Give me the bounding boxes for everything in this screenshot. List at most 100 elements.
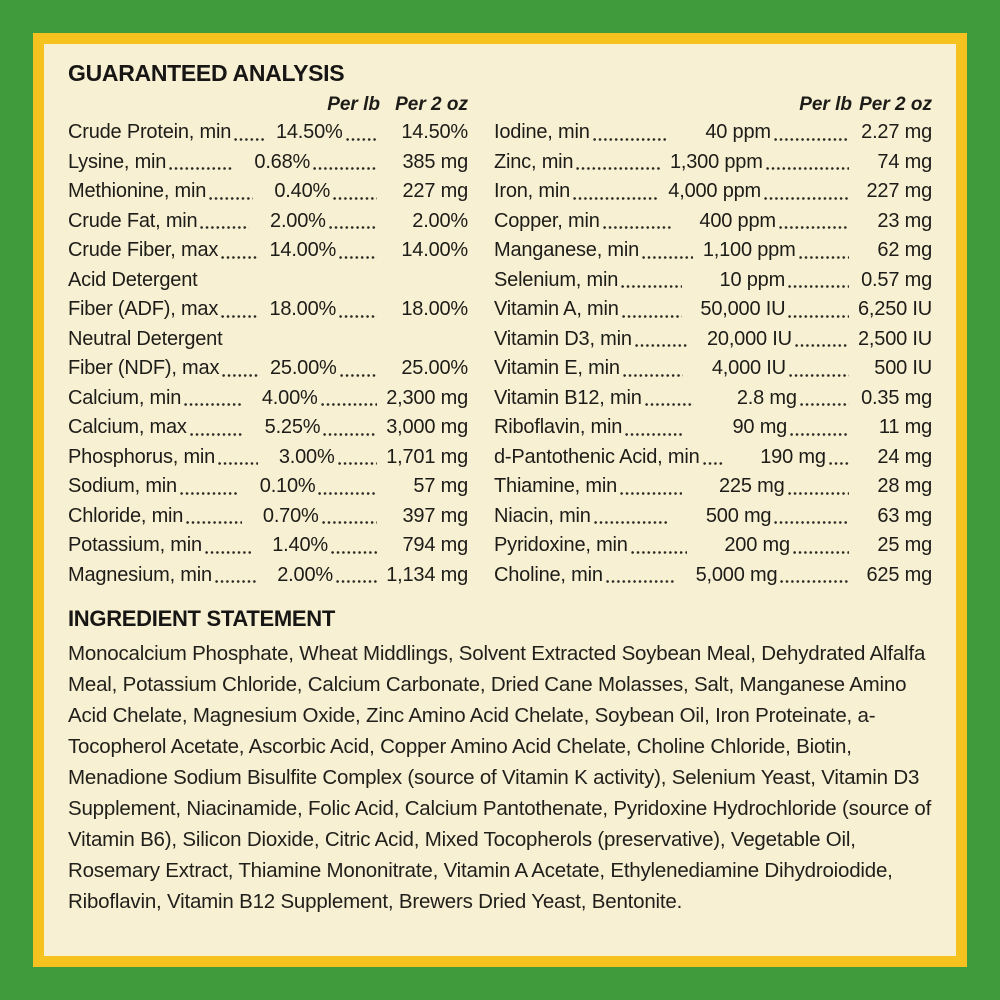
per-lb-value: 25.00% xyxy=(269,357,337,379)
dot-leader xyxy=(209,196,254,200)
dot-leader xyxy=(788,314,850,318)
per-lb-value: 1.40% xyxy=(272,534,328,556)
analysis-row: Vitamin E, min 4,000 IU 500 IU xyxy=(494,354,932,384)
per-lb-value: 2.00% xyxy=(270,209,326,232)
nutrient-name: Acid Detergent xyxy=(68,268,198,291)
dot-leader xyxy=(620,491,682,495)
per-lb-value: 0.68% xyxy=(254,150,311,173)
analysis-row: d-Pantothenic Acid, min 190 mg 24 mg xyxy=(494,443,932,473)
dot-leader xyxy=(345,137,378,141)
dot-leader xyxy=(204,550,251,554)
nutrient-name: Magnesium, min xyxy=(68,563,212,586)
dot-leader xyxy=(200,226,249,229)
per-2oz-value: 385 mg xyxy=(402,150,468,173)
per-lb-header: Per lb xyxy=(799,94,852,115)
nutrient-name: Niacin, min xyxy=(494,504,591,527)
per-2oz-value: 3,000 mg xyxy=(386,416,469,438)
nutrient-name: Manganese, min xyxy=(494,239,640,261)
dot-leader xyxy=(630,550,687,554)
nutrient-name: Copper, min xyxy=(494,209,600,232)
dot-leader xyxy=(790,432,850,436)
analysis-row: Calcium, min 4.00% 2,300 mg xyxy=(68,384,468,414)
analysis-row: Iron, min 4,000 ppm 227 mg xyxy=(494,177,932,207)
per-2oz-value: 1,701 mg xyxy=(386,445,468,468)
nutrient-name: Choline, min xyxy=(494,563,603,586)
per-lb-value: 4,000 ppm xyxy=(668,180,762,202)
analysis-row: Vitamin D3, min 20,000 IU 2,500 IU xyxy=(494,325,932,355)
per-2oz-value: 6,250 IU xyxy=(858,298,933,320)
per-2oz-value: 25 mg xyxy=(877,534,933,556)
analysis-row: Crude Fat, min 2.00% 2.00% xyxy=(68,207,468,237)
dot-leader xyxy=(634,344,689,347)
nutrient-name: Lysine, min xyxy=(68,150,167,173)
dot-leader xyxy=(788,373,850,377)
per-2oz-value: 500 IU xyxy=(874,357,933,379)
dot-leader xyxy=(214,580,256,583)
nutrient-name: Crude Fat, min xyxy=(68,209,198,232)
dot-leader xyxy=(794,344,850,347)
per-2oz-value: 2,300 mg xyxy=(386,386,468,409)
dot-leader xyxy=(221,255,260,259)
dot-leader xyxy=(593,521,669,524)
dot-leader xyxy=(321,521,378,524)
per-lb-value: 5,000 mg xyxy=(695,563,778,586)
dot-leader xyxy=(622,373,683,377)
per-2oz-value: 2,500 IU xyxy=(858,327,933,350)
per-2oz-value: 74 mg xyxy=(877,150,933,173)
nutrient-name: Fiber (NDF), max xyxy=(68,357,220,379)
guaranteed-analysis-tables: Per lb Per 2 oz Crude Protein, min 14.50%… xyxy=(68,91,932,590)
per-lb-value: 10 ppm xyxy=(719,268,786,291)
dot-leader xyxy=(625,432,685,436)
dot-leader xyxy=(773,137,850,141)
per-lb-value: 90 mg xyxy=(732,416,788,438)
nutrient-name: Vitamin A, min xyxy=(494,298,619,320)
per-lb-value: 5.25% xyxy=(264,416,321,438)
dot-leader xyxy=(330,550,378,554)
dot-leader xyxy=(328,226,377,229)
dot-leader xyxy=(333,196,377,200)
dot-leader xyxy=(337,462,377,465)
nutrient-name: Vitamin E, min xyxy=(494,357,620,379)
nutrient-name: Pyridoxine, min xyxy=(494,534,628,556)
analysis-row: Iodine, min 40 ppm 2.27 mg xyxy=(494,118,932,148)
per-lb-value: 500 mg xyxy=(705,504,772,527)
dot-leader xyxy=(621,314,683,318)
per-2oz-value: 227 mg xyxy=(402,180,468,202)
per-2oz-header: Per 2 oz xyxy=(395,94,468,115)
dot-leader xyxy=(222,373,260,377)
per-2oz-value: 62 mg xyxy=(877,239,932,261)
dot-leader xyxy=(335,580,378,583)
analysis-row: Niacin, min 500 mg 63 mg xyxy=(494,502,932,532)
dot-leader xyxy=(642,255,693,259)
ingredient-statement-title: INGREDIENT STATEMENT xyxy=(68,606,335,631)
analysis-row: Pyridoxine, min 200 mg 25 mg xyxy=(494,531,932,561)
analysis-row: Lysine, min 0.68% 385 mg xyxy=(68,148,468,178)
nutrient-name: Riboflavin, min xyxy=(494,416,623,438)
per-lb-value: 20,000 IU xyxy=(706,327,792,350)
nutrient-name: Iron, min xyxy=(494,180,571,202)
per-2oz-value: 794 mg xyxy=(402,534,469,556)
nutrient-name: Neutral Detergent xyxy=(68,327,223,350)
per-2oz-value: 1,134 mg xyxy=(386,563,469,586)
nutrient-name: Phosphorus, min xyxy=(68,445,216,468)
per-2oz-value: 28 mg xyxy=(877,475,932,497)
dot-leader xyxy=(621,285,683,288)
per-lb-value: 18.00% xyxy=(269,298,337,320)
analysis-row: Crude Fiber, max 14.00% 14.00% xyxy=(68,236,468,266)
per-2oz-value: 0.57 mg xyxy=(861,268,932,291)
dot-leader xyxy=(774,521,849,524)
analysis-row: Zinc, min 1,300 ppm 74 mg xyxy=(494,148,932,178)
nutrient-name: Sodium, min xyxy=(68,475,177,497)
dot-leader xyxy=(644,403,694,406)
analysis-row: Methionine, min 0.40% 227 mg xyxy=(68,177,468,207)
analysis-row: Phosphorus, min 3.00% 1,701 mg xyxy=(68,443,468,473)
nutrient-name: Methionine, min xyxy=(68,180,207,202)
nutrient-name: Calcium, min xyxy=(68,386,182,409)
dot-leader xyxy=(605,580,675,583)
dot-leader xyxy=(780,580,850,583)
analysis-row: Potassium, min 1.40% 794 mg xyxy=(68,531,468,561)
dot-leader xyxy=(592,137,668,141)
nutrient-name: Thiamine, min xyxy=(494,475,617,497)
dot-leader xyxy=(186,521,242,524)
nutrient-name: Selenium, min xyxy=(494,268,619,291)
